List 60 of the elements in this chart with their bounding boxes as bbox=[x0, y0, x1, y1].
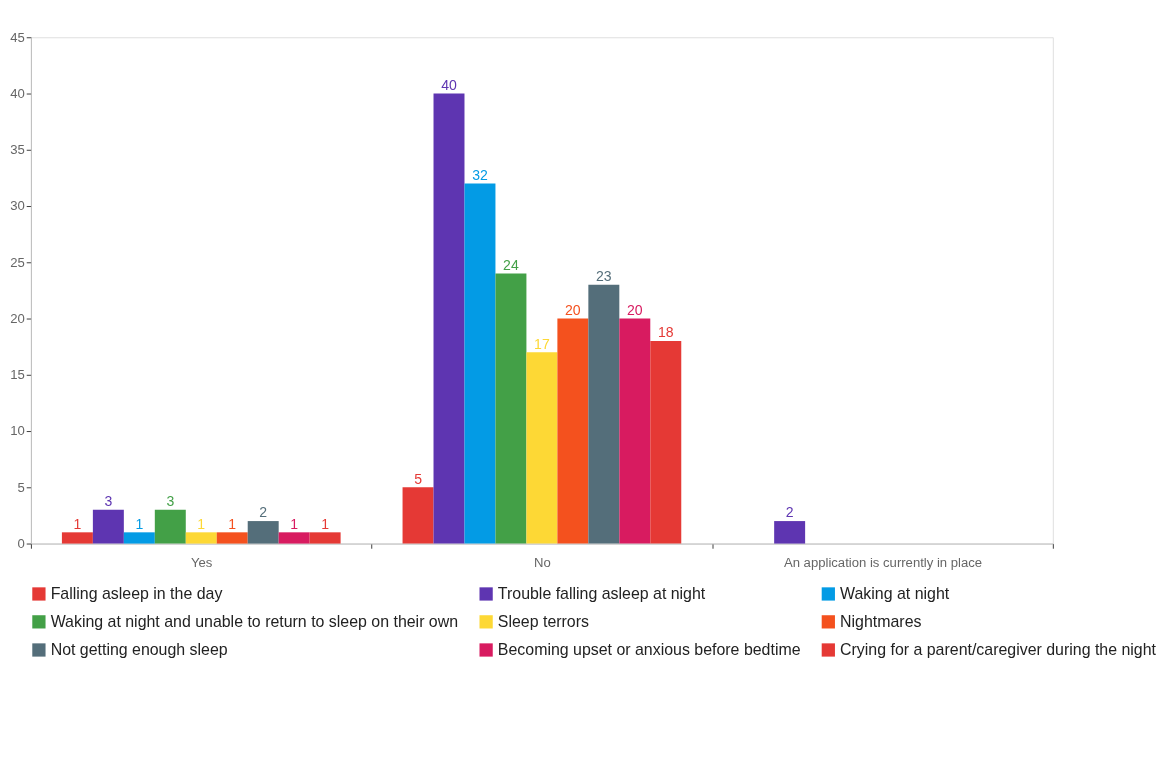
data-label: 3 bbox=[104, 493, 113, 510]
data-label: 2 bbox=[259, 504, 268, 521]
bar bbox=[247, 521, 279, 544]
bar bbox=[61, 532, 93, 544]
bar bbox=[402, 487, 434, 544]
bar bbox=[650, 341, 682, 544]
x-tick-label: An application is currently in place bbox=[783, 554, 983, 570]
bar bbox=[619, 318, 651, 544]
bar bbox=[123, 532, 155, 544]
bar bbox=[774, 521, 806, 544]
y-tick-label: 0 bbox=[17, 535, 25, 551]
data-label: 1 bbox=[290, 515, 299, 532]
legend-label: Trouble falling asleep at night bbox=[497, 584, 706, 602]
data-label: 20 bbox=[626, 301, 643, 318]
legend-label: Waking at night and unable to return to sleep on their own bbox=[50, 612, 459, 630]
legend-label: Crying for a parent/caregiver during the night bbox=[840, 640, 1157, 658]
y-tick-label: 30 bbox=[10, 198, 25, 214]
y-tick-label: 20 bbox=[10, 310, 25, 326]
bar bbox=[433, 93, 465, 544]
legend-label: Nightmares bbox=[840, 612, 922, 630]
x-tick-label: Yes bbox=[191, 554, 213, 570]
data-label: 32 bbox=[472, 166, 488, 183]
data-label: 1 bbox=[228, 515, 237, 532]
legend-label: Becoming upset or anxious before bedtime bbox=[497, 640, 801, 658]
data-label: 18 bbox=[657, 324, 674, 341]
bar bbox=[278, 532, 310, 544]
y-tick-label: 5 bbox=[17, 479, 25, 495]
data-label: 17 bbox=[534, 335, 550, 352]
legend-label: Waking at night bbox=[840, 584, 950, 602]
bar bbox=[526, 352, 558, 544]
bar bbox=[216, 532, 248, 544]
bar bbox=[495, 273, 527, 544]
data-label: 2 bbox=[785, 504, 794, 521]
data-label: 3 bbox=[166, 493, 175, 510]
legend-label: Falling asleep in the day bbox=[50, 584, 223, 602]
data-label: 24 bbox=[503, 256, 519, 273]
data-label: 1 bbox=[197, 515, 206, 532]
legend-label: Not getting enough sleep bbox=[50, 640, 228, 658]
y-tick-label: 10 bbox=[10, 423, 25, 439]
y-tick-label: 25 bbox=[10, 254, 25, 270]
legend-label: Sleep terrors bbox=[497, 612, 590, 630]
bar bbox=[557, 318, 589, 544]
bar bbox=[309, 532, 341, 544]
data-label: 5 bbox=[414, 470, 423, 487]
bar bbox=[92, 509, 124, 544]
bar bbox=[154, 509, 186, 544]
data-label: 1 bbox=[321, 515, 330, 532]
data-label: 1 bbox=[135, 515, 144, 532]
data-label: 23 bbox=[596, 268, 612, 285]
bar bbox=[185, 532, 217, 544]
data-label: 20 bbox=[565, 301, 581, 318]
bar bbox=[588, 284, 620, 544]
y-tick-label: 45 bbox=[10, 29, 25, 45]
x-tick-label: No bbox=[533, 554, 551, 570]
y-tick-label: 40 bbox=[10, 85, 25, 101]
data-label: 1 bbox=[73, 515, 82, 532]
y-tick-label: 35 bbox=[10, 142, 25, 158]
data-label: 40 bbox=[441, 76, 457, 93]
bar bbox=[464, 183, 496, 544]
y-tick-label: 15 bbox=[10, 367, 25, 383]
